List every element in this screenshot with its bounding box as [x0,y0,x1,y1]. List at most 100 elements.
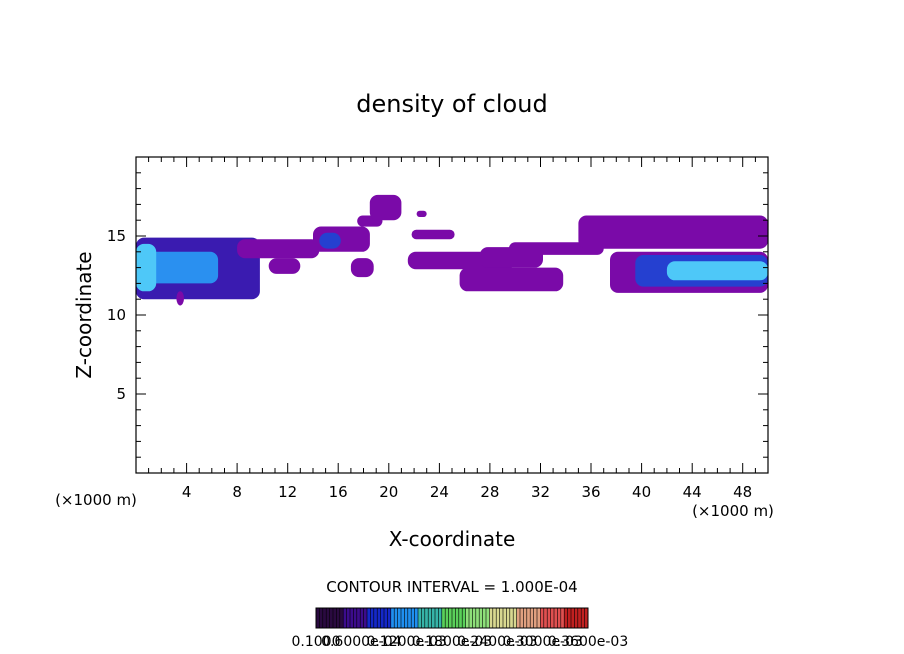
colorbar-segment [550,608,555,628]
colorbar-segment [482,608,487,628]
colorbar-segment [530,608,534,628]
colorbar-segment [564,608,568,628]
cloud-region-1 [142,251,219,284]
cloud-region-7 [319,232,341,249]
colorbar-segment [479,608,483,628]
colorbar-segment [513,608,517,628]
colorbar-segment [567,608,572,628]
x-tick-label: 16 [329,483,348,501]
colorbar-segment [418,608,422,628]
cloud-region-9 [369,194,402,221]
y-axis-ticks: 5 10 15 [107,172,768,458]
x-unit-label-left: (×1000 m) [55,491,137,509]
colorbar-segment [326,608,330,628]
x-axis-label: X-coordinate [389,527,516,551]
cloud-region-20 [666,261,768,281]
colorbar-segment [462,608,466,628]
colorbar-segment [356,608,361,628]
colorbar-segment [329,608,334,628]
cloud-region-12 [416,210,427,217]
chart-title: density of cloud [356,90,547,118]
colorbar-segment [543,608,548,628]
cloud-region-11 [411,229,455,240]
colorbar-label: 0.1000 [292,634,341,650]
x-tick-label: 8 [232,483,242,501]
colorbar-segment [438,608,443,628]
colorbar-segment [574,608,579,628]
cloud-region-3 [176,291,184,306]
colorbar-segment [465,608,470,628]
colorbar-segment [469,608,473,628]
colorbar-segment [489,608,494,628]
colorbar-segment [407,608,412,628]
colorbar-segment [526,608,531,628]
colorbar-segment [503,608,507,628]
colorbar-segment [509,608,514,628]
colorbar-segment [499,608,504,628]
colorbar-segment [404,608,409,628]
colorbar-segment [336,608,341,628]
y-axis-label: Z-coordinate [72,251,96,378]
colorbar-segment [387,608,392,628]
colorbar-segment [506,608,511,628]
colorbar-segment [319,608,324,628]
colorbar-segment [343,608,347,628]
y-tick-label: 15 [107,227,126,245]
colorbar-segment [516,608,521,628]
colorbar-label: 0.6000e-04 [321,634,402,650]
colorbar-label: 0.1800e-03 [412,634,492,650]
colorbar-segment [577,608,582,628]
colorbar [315,607,589,629]
colorbar-segment [445,608,449,628]
colorbar-segment [360,608,364,628]
colorbar-segment [547,608,551,628]
colorbar-segment [557,608,562,628]
colorbar-segment [523,608,528,628]
colorbar-segment [353,608,358,628]
colorbar-segment [370,608,375,628]
colorbar-segment [390,608,395,628]
colorbar-segment [424,608,429,628]
contour-interval-label: CONTOUR INTERVAL = 1.000E-04 [326,578,577,596]
cloud-region-10 [350,258,374,278]
colorbar-segment [346,608,351,628]
colorbar-segment [367,608,371,628]
cloud-regions [136,194,768,306]
colorbar-segment [486,608,490,628]
colorbar-segment [411,608,415,628]
cloud-region-4 [237,239,320,259]
colorbar-segment [581,608,585,628]
x-unit-label-right: (×1000 m) [692,502,774,520]
y-tick-label: 10 [107,306,126,324]
colorbar-segment [458,608,463,628]
colorbar-segment [421,608,426,628]
colorbar-segment [448,608,453,628]
colorbar-segment [397,608,402,628]
colorbar-segment [373,608,378,628]
x-tick-label: 12 [278,483,297,501]
cloud-region-14 [459,267,564,292]
cloud-region-5 [268,258,301,274]
colorbar-segment [584,608,589,628]
colorbar-segment [377,608,381,628]
colorbar-label: 0.1200e-03 [366,634,446,650]
colorbar-segment [350,608,354,628]
colorbar-segment [435,608,439,628]
colorbar-label: 0.3000e-03 [502,634,582,650]
colorbar-segment [520,608,524,628]
colorbar-segment [414,608,419,628]
x-tick-label: 48 [733,483,752,501]
colorbar-label: 0.2400e-03 [457,634,537,650]
colorbar-segment [472,608,477,628]
colorbar-segment [380,608,385,628]
colorbar-segment [533,608,538,628]
colorbar-label: 0.3600e-03 [548,634,628,650]
colorbar-segment [428,608,432,628]
colorbar-segment [492,608,497,628]
y-tick-label: 5 [116,385,126,403]
x-tick-label: 24 [430,483,449,501]
x-tick-label: 28 [480,483,499,501]
cloud-region-2 [136,243,157,292]
colorbar-segment [431,608,436,628]
